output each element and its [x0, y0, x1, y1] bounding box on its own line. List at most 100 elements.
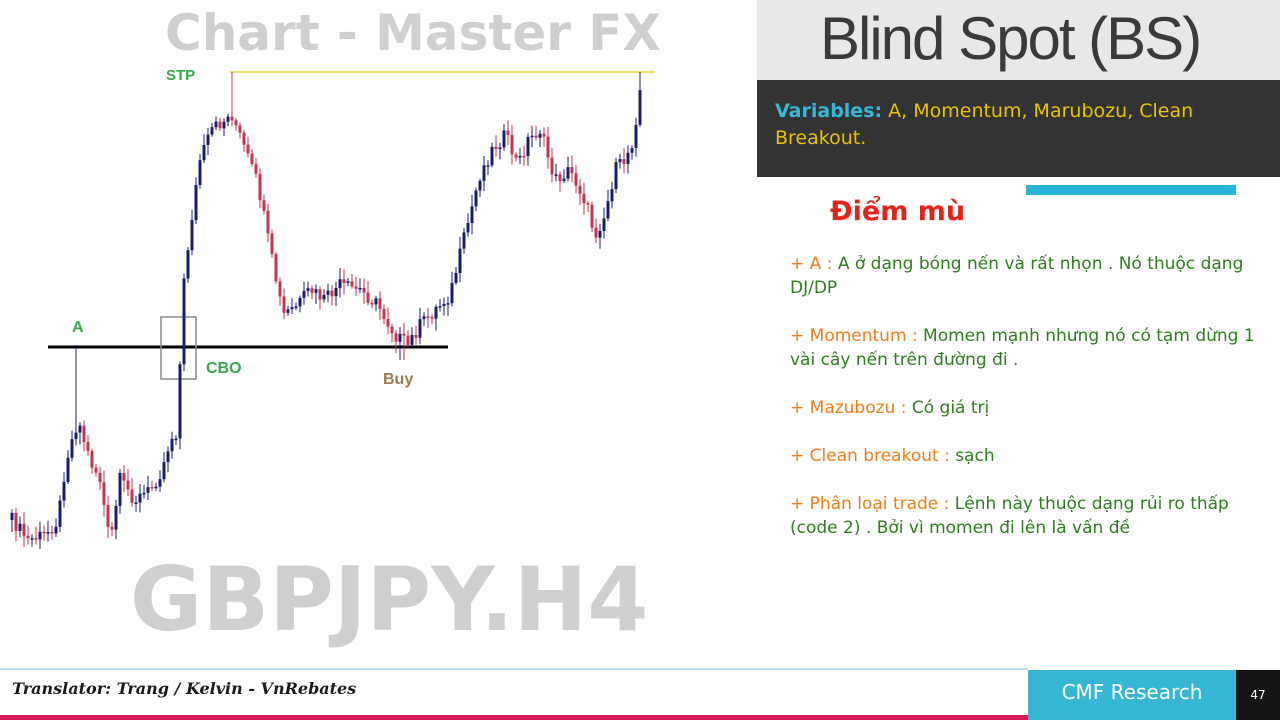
candle-body [550, 157, 554, 175]
candle-body [298, 297, 302, 307]
candle-body [446, 303, 450, 305]
candle-body [262, 200, 266, 211]
variables-label: Variables: [775, 100, 883, 122]
candle-body [238, 125, 242, 133]
candle-body [50, 532, 54, 534]
candle-body [78, 425, 82, 433]
candle-body [230, 116, 234, 121]
candle-body [582, 193, 586, 204]
candle-body [418, 319, 422, 338]
candle-body [458, 248, 462, 273]
candle-body [398, 333, 402, 342]
candle-body [462, 232, 466, 249]
candle-body [206, 134, 210, 145]
candle-body [522, 155, 526, 158]
candle-body [266, 210, 270, 234]
candle-body [18, 523, 22, 531]
candle-body [502, 130, 506, 148]
candle-body [494, 146, 498, 150]
candle-body [634, 124, 638, 148]
candle-body [118, 473, 122, 506]
candle-body [598, 231, 602, 238]
candle-body [130, 489, 134, 503]
candle-body [586, 203, 590, 205]
candle-body [210, 127, 214, 135]
candle-body [282, 296, 286, 313]
candle-body [506, 130, 510, 135]
candle-body [618, 159, 622, 163]
candle-body [474, 190, 478, 207]
candle-body [82, 425, 86, 442]
candle-body [70, 439, 74, 458]
candle-body [606, 201, 610, 219]
note-key: + Mazubozu : [790, 398, 912, 418]
brand-box [1028, 670, 1236, 720]
candle-body [626, 152, 630, 164]
footer-red-bar [0, 715, 1028, 720]
candle-body [526, 136, 530, 157]
candle-body [214, 121, 218, 128]
candle-body [330, 290, 334, 297]
candle-body [14, 513, 18, 531]
notes-list: + A : A ở dạng bóng nến và rất nhọn . Nó… [790, 252, 1280, 564]
price-chart: Chart - Master FX GBPJPY.H4 STP A CBO Bu… [0, 0, 670, 665]
candle-body [202, 145, 206, 161]
candle-body [226, 116, 230, 122]
candle-body [558, 174, 562, 181]
candle-body [174, 438, 178, 441]
candle-body [146, 487, 150, 493]
candle-body [354, 286, 358, 289]
candle-body [538, 133, 542, 138]
candle-body [150, 487, 154, 489]
candle-body [42, 531, 46, 534]
variables-text: Variables: A, Momentum, Marubozu, Clean … [775, 98, 1255, 152]
slide-title: Blind Spot (BS) [820, 5, 1202, 72]
candle-body [510, 134, 514, 155]
candle-body [554, 174, 558, 176]
candle-body [270, 233, 274, 255]
candle-body [114, 505, 118, 530]
candle-body [334, 288, 338, 297]
candle-body [122, 473, 126, 481]
candle-body [482, 165, 486, 181]
candle-body [530, 135, 534, 138]
candle-body [34, 538, 38, 540]
candle-body [134, 502, 138, 504]
candle-body [546, 136, 550, 158]
buy-label: Buy [383, 371, 413, 388]
candle-body [294, 306, 298, 308]
candle-body [414, 335, 418, 338]
page-number-box [1236, 670, 1280, 720]
candle-body [490, 146, 494, 166]
variables-value: A, Momentum, Marubozu, Clean Breakout. [775, 100, 1194, 149]
candle-body [74, 432, 78, 440]
note-marubozu: + Mazubozu : Có giá trị [790, 396, 1280, 420]
note-clean-breakout: + Clean breakout : sạch [790, 444, 1280, 468]
brand-label: CMF Research [1061, 680, 1203, 704]
note-text: sạch [955, 446, 995, 466]
candle-body [138, 493, 142, 503]
candle-body [594, 227, 598, 238]
candle-body [346, 281, 350, 283]
candle-body [406, 335, 410, 345]
candlestick-chart: Chart - Master FX GBPJPY.H4 STP A CBO Bu… [10, 4, 661, 651]
candle-body [170, 438, 174, 452]
candle-body [54, 526, 58, 534]
page-number: 47 [1250, 688, 1266, 702]
candle-body [314, 289, 318, 293]
note-trade-classification: + Phân loại trade : Lệnh này thuộc dạng … [790, 492, 1280, 540]
candle-body [342, 279, 346, 283]
candle-body [338, 279, 342, 289]
candle-body [250, 153, 254, 165]
candle-body [602, 218, 606, 231]
cbo-label: CBO [206, 360, 242, 377]
candle-body [94, 467, 98, 473]
candle-body [570, 167, 574, 174]
candle-body [98, 472, 102, 483]
candle-body [410, 335, 414, 345]
candle-body [10, 513, 14, 520]
candle-body [258, 173, 262, 201]
candle-body [126, 480, 130, 490]
candle-body [610, 189, 614, 202]
candle-body [302, 290, 306, 298]
